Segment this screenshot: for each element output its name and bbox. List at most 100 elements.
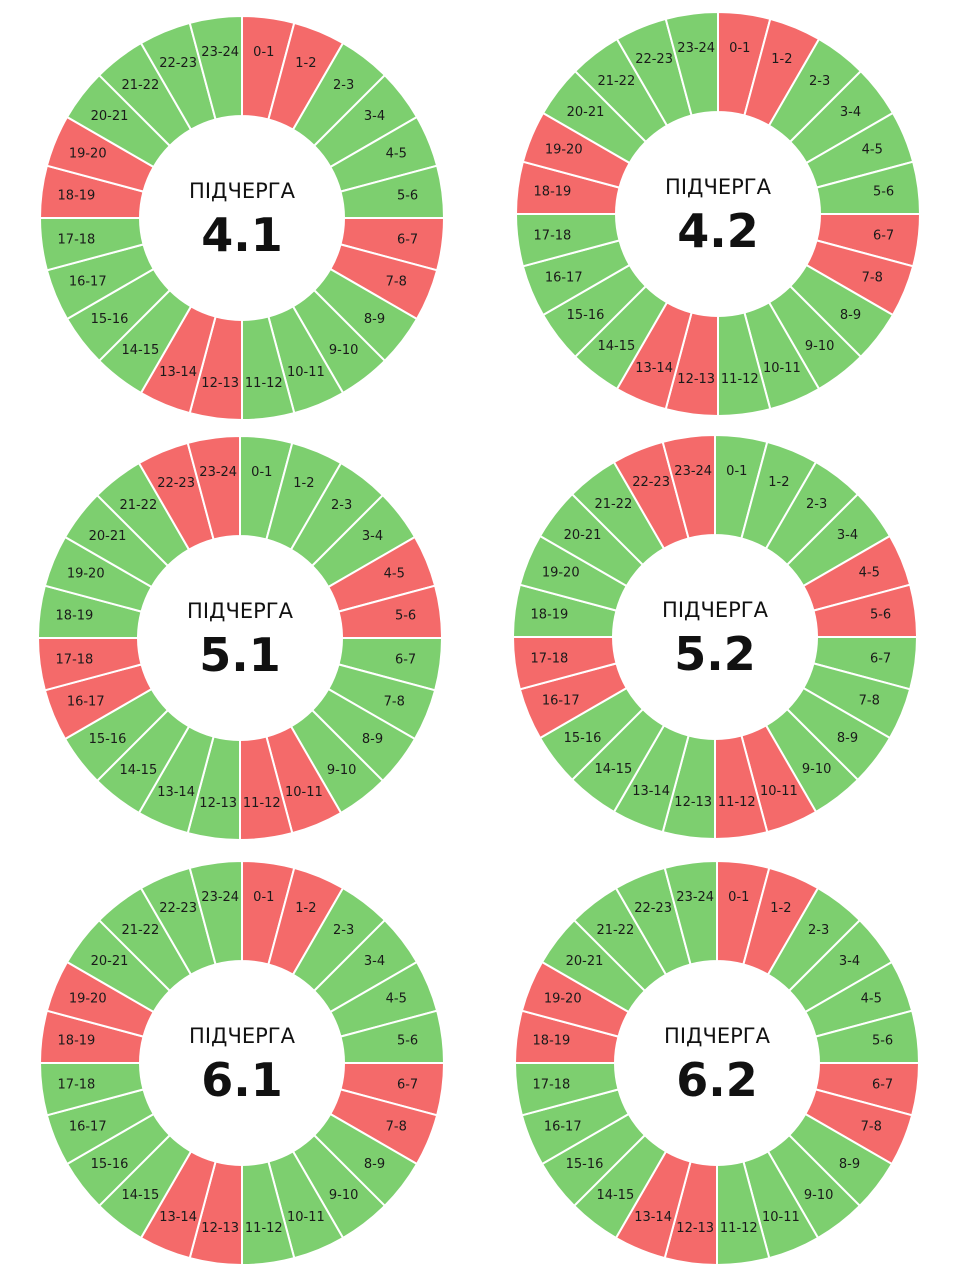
segment-label-22-23: 22-23 <box>159 56 197 71</box>
segment-label-12-13: 12-13 <box>674 795 712 810</box>
segment-label-12-13: 12-13 <box>677 372 715 387</box>
chart-number: 5.1 <box>199 628 281 682</box>
segment-label-17-18: 17-18 <box>58 232 96 247</box>
segment-label-2-3: 2-3 <box>331 498 352 513</box>
segment-label-19-20: 19-20 <box>545 143 583 158</box>
segment-label-0-1: 0-1 <box>728 890 749 905</box>
segment-label-11-12: 11-12 <box>720 1221 758 1236</box>
chart-caption: ПІДЧЕРГА <box>664 1024 771 1048</box>
segment-label-16-17: 16-17 <box>69 1119 107 1134</box>
segment-label-3-4: 3-4 <box>362 529 383 544</box>
segment-label-12-13: 12-13 <box>201 376 239 391</box>
segment-label-14-15: 14-15 <box>121 1188 159 1203</box>
chart-number: 6.1 <box>201 1053 283 1107</box>
segment-label-8-9: 8-9 <box>364 1157 385 1172</box>
segment-label-7-8: 7-8 <box>386 1119 407 1134</box>
segment-label-5-6: 5-6 <box>872 1034 893 1049</box>
segment-label-15-16: 15-16 <box>91 1157 129 1172</box>
segment-label-18-19: 18-19 <box>533 1034 571 1049</box>
segment-label-4-5: 4-5 <box>861 992 882 1007</box>
segment-label-10-11: 10-11 <box>285 785 323 800</box>
segment-label-5-6: 5-6 <box>873 185 894 200</box>
segment-label-12-13: 12-13 <box>676 1221 714 1236</box>
segment-label-14-15: 14-15 <box>596 1188 634 1203</box>
segment-label-18-19: 18-19 <box>58 189 96 204</box>
segment-label-3-4: 3-4 <box>837 528 858 543</box>
chart-caption: ПІДЧЕРГА <box>189 179 296 203</box>
segment-label-8-9: 8-9 <box>840 308 861 323</box>
segment-label-23-24: 23-24 <box>199 465 237 480</box>
segment-label-15-16: 15-16 <box>564 731 602 746</box>
segment-label-10-11: 10-11 <box>763 361 801 376</box>
segment-label-4-5: 4-5 <box>862 143 883 158</box>
segment-label-4-5: 4-5 <box>384 567 405 582</box>
segment-label-8-9: 8-9 <box>364 312 385 327</box>
segment-label-0-1: 0-1 <box>253 45 274 60</box>
segment-23-24 <box>186 434 241 541</box>
segment-label-9-10: 9-10 <box>329 343 359 358</box>
segment-label-19-20: 19-20 <box>69 147 107 162</box>
segment-label-13-14: 13-14 <box>635 361 673 376</box>
segment-label-0-1: 0-1 <box>253 890 274 905</box>
segment-label-11-12: 11-12 <box>718 795 756 810</box>
segment-label-16-17: 16-17 <box>67 694 105 709</box>
segment-23-24 <box>663 859 718 966</box>
donut-chart-4-2: 0-1 1-2 2-3 3-4 4-5 5-6 6-7 7-8 8-9 9-10 10-11 11-1… <box>514 10 922 418</box>
segment-label-11-12: 11-12 <box>721 372 759 387</box>
segment-label-23-24: 23-24 <box>201 890 239 905</box>
segment-label-2-3: 2-3 <box>806 497 827 512</box>
chart-number: 6.2 <box>676 1053 758 1107</box>
chart-caption: ПІДЧЕРГА <box>187 599 294 623</box>
segment-label-3-4: 3-4 <box>364 109 385 124</box>
segment-label-16-17: 16-17 <box>544 1119 582 1134</box>
segment-label-19-20: 19-20 <box>542 566 580 581</box>
segment-label-7-8: 7-8 <box>384 694 405 709</box>
segment-label-1-2: 1-2 <box>293 476 314 491</box>
segment-label-15-16: 15-16 <box>567 308 605 323</box>
segment-label-5-6: 5-6 <box>397 189 418 204</box>
segment-label-14-15: 14-15 <box>119 763 157 778</box>
segment-label-20-21: 20-21 <box>567 105 605 120</box>
segment-label-20-21: 20-21 <box>91 109 129 124</box>
segment-23-24 <box>188 14 243 121</box>
segment-label-0-1: 0-1 <box>729 41 750 56</box>
segment-label-9-10: 9-10 <box>802 762 832 777</box>
segment-label-4-5: 4-5 <box>859 566 880 581</box>
segment-label-10-11: 10-11 <box>287 1210 325 1225</box>
segment-label-15-16: 15-16 <box>566 1157 604 1172</box>
donut-chart-4-1: 0-1 1-2 2-3 3-4 4-5 5-6 6-7 7-8 8-9 9-10 10-11 11-1… <box>38 14 446 422</box>
segment-label-20-21: 20-21 <box>91 954 129 969</box>
segment-label-6-7: 6-7 <box>397 1077 418 1092</box>
segment-label-14-15: 14-15 <box>121 343 159 358</box>
chart-caption: ПІДЧЕРГА <box>665 175 772 199</box>
donut-chart-5-1: 0-1 1-2 2-3 3-4 4-5 5-6 6-7 7-8 8-9 9-10 10-11 11-1… <box>36 434 444 842</box>
segment-label-22-23: 22-23 <box>635 52 673 67</box>
segment-label-13-14: 13-14 <box>159 365 197 380</box>
chart-caption: ПІДЧЕРГА <box>189 1024 296 1048</box>
segment-23-24 <box>188 859 243 966</box>
donut-chart-5-2: 0-1 1-2 2-3 3-4 4-5 5-6 6-7 7-8 8-9 9-10 10-11 11-1… <box>511 433 919 841</box>
segment-label-21-22: 21-22 <box>121 78 159 93</box>
segment-label-9-10: 9-10 <box>329 1188 359 1203</box>
segment-23-24 <box>664 10 719 117</box>
segment-23-24 <box>661 433 716 540</box>
segment-label-18-19: 18-19 <box>534 185 572 200</box>
segment-label-8-9: 8-9 <box>837 731 858 746</box>
segment-label-15-16: 15-16 <box>91 312 129 327</box>
chart-number: 4.1 <box>201 208 283 262</box>
segment-label-7-8: 7-8 <box>859 693 880 708</box>
segment-label-5-6: 5-6 <box>397 1034 418 1049</box>
segment-label-8-9: 8-9 <box>362 732 383 747</box>
segment-label-21-22: 21-22 <box>594 497 632 512</box>
segment-label-20-21: 20-21 <box>566 954 604 969</box>
segment-label-16-17: 16-17 <box>542 693 580 708</box>
segment-label-22-23: 22-23 <box>632 475 670 490</box>
segment-label-3-4: 3-4 <box>364 954 385 969</box>
chart-number: 5.2 <box>674 627 756 681</box>
segment-label-13-14: 13-14 <box>157 785 195 800</box>
segment-label-13-14: 13-14 <box>634 1210 672 1225</box>
segment-label-3-4: 3-4 <box>839 954 860 969</box>
segment-label-17-18: 17-18 <box>533 1077 571 1092</box>
segment-label-21-22: 21-22 <box>597 74 635 89</box>
segment-label-3-4: 3-4 <box>840 105 861 120</box>
